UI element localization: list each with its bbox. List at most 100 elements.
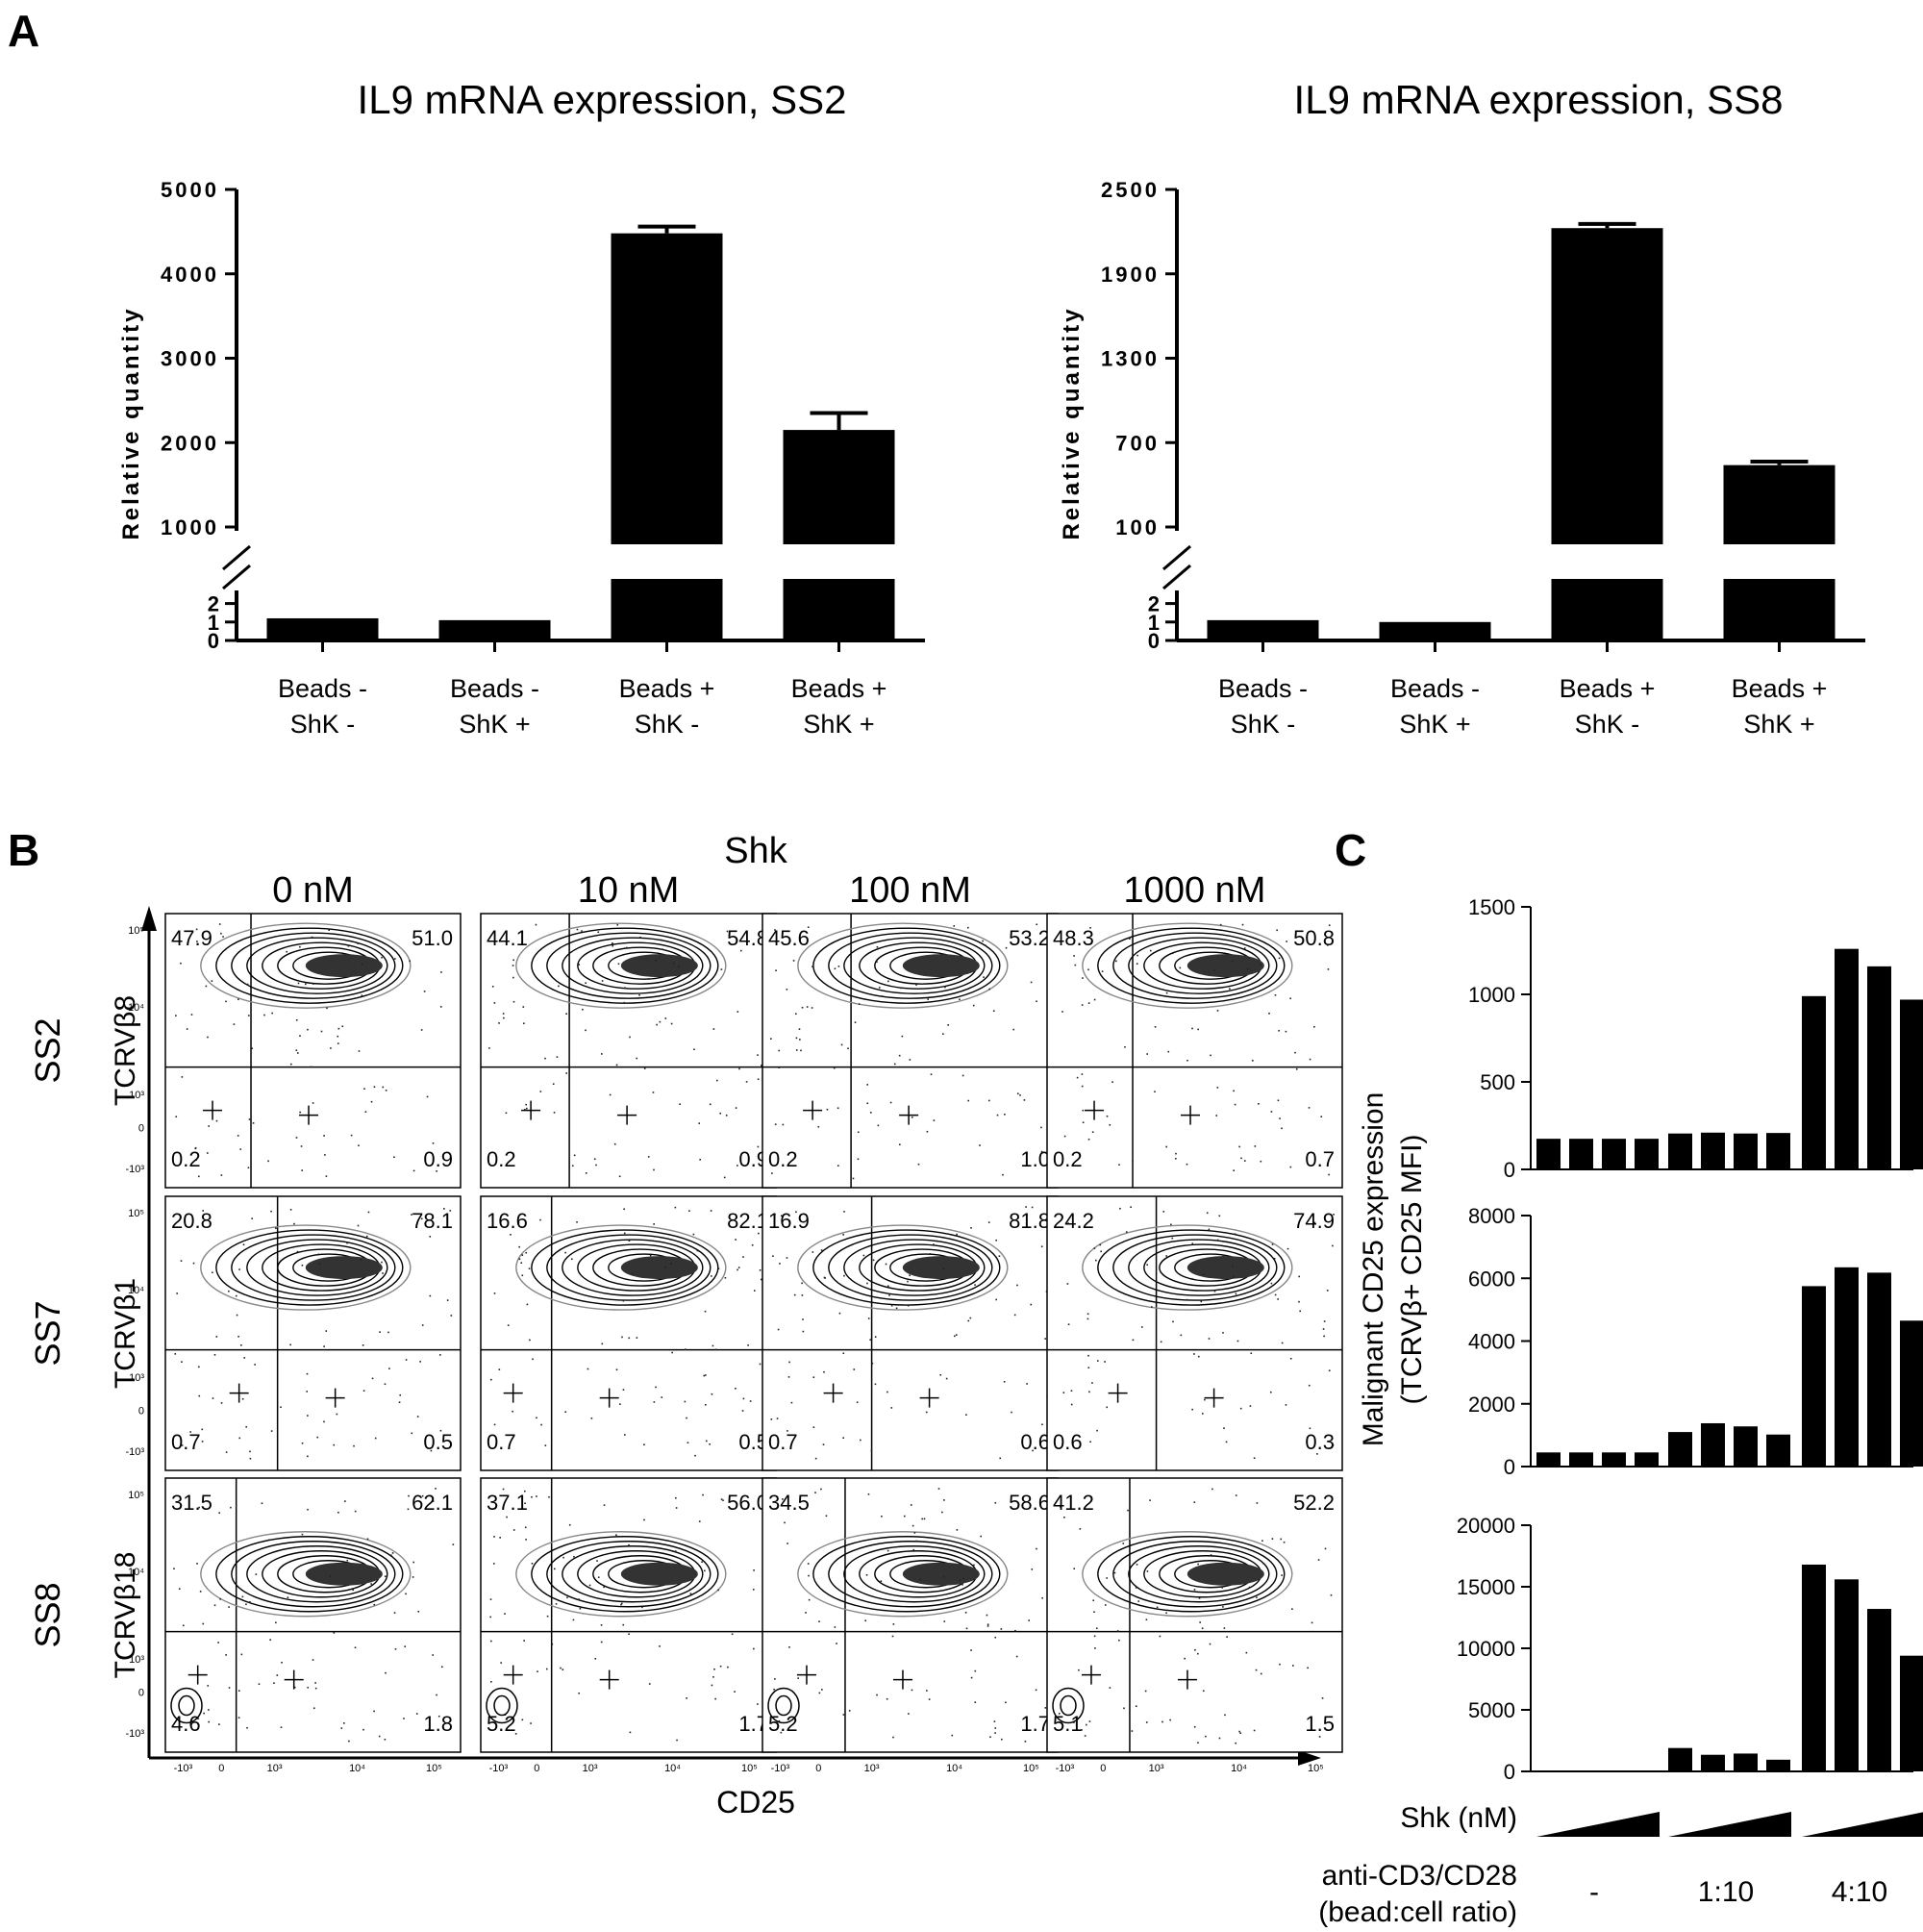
event-dot xyxy=(199,1591,202,1593)
event-dot xyxy=(714,1697,716,1700)
event-dot xyxy=(619,1403,621,1405)
event-dot xyxy=(967,1319,970,1322)
event-dot xyxy=(698,1122,701,1124)
event-dot xyxy=(195,928,198,931)
event-dot xyxy=(747,1344,749,1346)
event-dot xyxy=(192,1262,195,1265)
quadrant-value-upper-left: 48.3 xyxy=(1053,926,1094,950)
event-dot xyxy=(786,989,788,991)
event-dot xyxy=(202,1210,205,1212)
event-dot xyxy=(416,1416,419,1418)
event-dot xyxy=(901,1035,904,1038)
event-dot xyxy=(643,1443,645,1446)
event-dot xyxy=(837,1165,839,1167)
event-dot xyxy=(1167,1050,1170,1053)
event-dot xyxy=(889,1101,892,1104)
event-dot xyxy=(585,982,587,985)
event-dot xyxy=(228,1606,230,1608)
event-dot xyxy=(536,1417,537,1419)
density-contour xyxy=(1097,927,1286,1004)
event-dot xyxy=(1186,1059,1188,1062)
event-dot xyxy=(1322,1328,1325,1330)
event-dot xyxy=(994,1732,996,1734)
x-tick-label: 10⁴ xyxy=(664,1763,681,1774)
event-dot xyxy=(887,1285,889,1288)
event-dot xyxy=(1160,1270,1162,1273)
quadrant-value-upper-right: 82.1 xyxy=(727,1209,768,1233)
event-dot xyxy=(670,1263,672,1265)
event-dot xyxy=(346,1559,349,1562)
event-dot xyxy=(323,1420,325,1423)
flow-panel-frame xyxy=(762,1477,1059,1753)
density-contour xyxy=(200,922,412,1009)
event-dot xyxy=(955,1334,958,1336)
event-dot xyxy=(295,1018,298,1021)
event-dot xyxy=(1224,1714,1226,1717)
density-contour xyxy=(828,932,993,999)
event-dot xyxy=(503,1016,505,1019)
event-dot xyxy=(1235,1494,1237,1496)
event-dot xyxy=(771,1172,773,1174)
event-dot xyxy=(1136,954,1138,957)
event-dot xyxy=(661,939,662,941)
event-dot xyxy=(595,1164,597,1167)
event-dot xyxy=(432,1500,435,1502)
event-dot xyxy=(1253,1729,1256,1732)
event-dot xyxy=(814,1457,817,1460)
x-tick-label-line2: ShK + xyxy=(459,710,530,739)
event-dot xyxy=(571,1165,574,1167)
x-tick-label-line1: Beads - xyxy=(1390,674,1480,703)
event-dot xyxy=(217,1642,219,1643)
event-dot xyxy=(578,1692,580,1694)
event-dot xyxy=(1060,1506,1061,1508)
event-dot xyxy=(970,1227,972,1229)
event-dot xyxy=(195,1159,197,1162)
event-dot xyxy=(921,1518,923,1520)
event-dot xyxy=(1159,1635,1161,1638)
event-dot xyxy=(337,1035,339,1038)
event-dot xyxy=(225,1654,227,1656)
event-dot xyxy=(1031,1206,1034,1209)
event-dot xyxy=(808,1574,810,1577)
event-dot xyxy=(421,1324,424,1326)
density-contour xyxy=(812,1536,1001,1613)
event-dot xyxy=(1277,1298,1279,1300)
event-dot xyxy=(189,1431,192,1433)
event-dot xyxy=(261,1502,263,1505)
event-dot xyxy=(370,1100,373,1103)
event-dot xyxy=(512,1529,515,1531)
event-dot xyxy=(573,1555,575,1558)
event-dot xyxy=(1165,1612,1167,1615)
event-dot xyxy=(751,1243,754,1246)
event-dot xyxy=(429,1494,432,1497)
event-dot xyxy=(970,1676,973,1679)
density-contour xyxy=(843,1545,986,1603)
event-dot xyxy=(752,1589,755,1591)
event-dot xyxy=(512,1000,515,1003)
event-dot xyxy=(517,1221,520,1224)
event-dot xyxy=(419,1361,421,1363)
event-dot xyxy=(512,1410,513,1413)
event-dot xyxy=(724,1276,727,1279)
event-dot xyxy=(1070,1390,1073,1393)
event-dot xyxy=(1327,968,1330,970)
x-tick-label: -10³ xyxy=(1056,1763,1075,1774)
event-dot xyxy=(709,1443,711,1445)
event-dot xyxy=(1328,924,1331,926)
event-dot xyxy=(1137,1600,1140,1602)
event-dot xyxy=(237,1335,239,1338)
event-dot xyxy=(1285,1404,1287,1406)
event-dot xyxy=(537,1670,538,1672)
event-dot xyxy=(709,1103,712,1106)
event-dot xyxy=(719,1665,722,1668)
event-dot xyxy=(741,1410,744,1412)
event-dot xyxy=(186,1028,188,1030)
shk-gradient-wedge xyxy=(1536,1812,1660,1837)
event-dot xyxy=(999,1457,1002,1460)
event-dot xyxy=(1194,1648,1196,1651)
event-dot xyxy=(420,1217,423,1220)
event-dot xyxy=(546,1615,549,1618)
event-dot xyxy=(872,1259,875,1262)
event-dot xyxy=(1193,1589,1196,1591)
event-dot xyxy=(676,1739,678,1742)
